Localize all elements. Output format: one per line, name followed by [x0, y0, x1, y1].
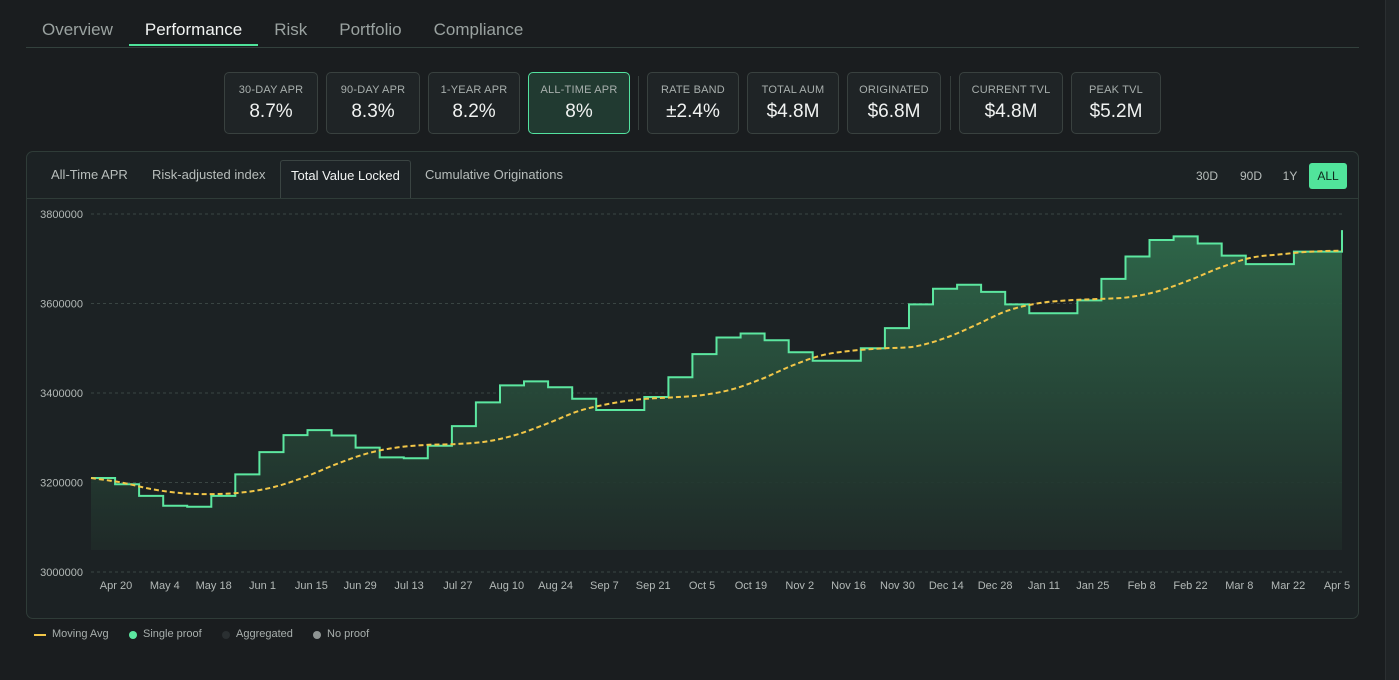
moving-avg-swatch — [34, 634, 46, 636]
x-tick-label: May 4 — [150, 580, 180, 592]
x-tick-label: Aug 10 — [489, 580, 524, 592]
x-tick-label: Nov 30 — [880, 580, 915, 592]
stat-card-total-aum[interactable]: TOTAL AUM $4.8M — [747, 72, 839, 134]
x-tick-label: Nov 2 — [785, 580, 814, 592]
stat-card-90day-apr[interactable]: 90-DAY APR 8.3% — [326, 72, 420, 134]
stat-card-rate-band[interactable]: RATE BAND ±2.4% — [647, 72, 739, 134]
stat-card-alltime-apr[interactable]: ALL-TIME APR 8% — [528, 72, 630, 134]
legend-label: Moving Avg — [52, 628, 109, 640]
main-tabs: Overview Performance Risk Portfolio Comp… — [26, 0, 1359, 48]
chart-tabs: All-Time APR Risk-adjusted index Total V… — [27, 152, 1358, 199]
x-tick-label: May 18 — [196, 580, 232, 592]
stat-value: ±2.4% — [666, 101, 720, 122]
stat-label: CURRENT TVL — [971, 84, 1051, 96]
range-90d-button[interactable]: 90D — [1239, 169, 1262, 183]
tvl-chart: 3000000 3200000 3400000 3600000 3800000 Apr … — [40, 209, 1350, 592]
stat-card-1year-apr[interactable]: 1-YEAR APR 8.2% — [428, 72, 520, 134]
chart-panel: All-Time APR Risk-adjusted index Total V… — [26, 151, 1359, 619]
x-tick-label: Sep 7 — [590, 580, 619, 592]
single-proof-step-line — [91, 230, 1343, 508]
aggregated-dot-icon — [222, 631, 230, 639]
stat-value: $4.8M — [766, 101, 820, 122]
stat-value: 8.7% — [249, 101, 293, 122]
x-tick-label: Jan 25 — [1076, 580, 1109, 592]
x-tick-label: Jul 13 — [394, 580, 423, 592]
stat-card-30day-apr[interactable]: 30-DAY APR 8.7% — [224, 72, 318, 134]
stat-value: 8% — [565, 101, 593, 122]
page-scrollbar[interactable] — [1385, 0, 1399, 680]
stat-card-current-tvl[interactable]: CURRENT TVL $4.8M — [959, 72, 1063, 134]
x-tick-label: Feb 8 — [1128, 580, 1156, 592]
stat-label: TOTAL AUM — [761, 84, 825, 96]
x-tick-label: Mar 22 — [1271, 580, 1305, 592]
stat-value: 8.2% — [452, 101, 496, 122]
y-tick-label: 3800000 — [40, 209, 83, 221]
range-30d-button[interactable]: 30D — [1195, 169, 1218, 183]
stat-label: ORIGINATED — [859, 84, 929, 96]
x-tick-label: Jun 15 — [295, 580, 328, 592]
chart-tab-alltime-apr[interactable]: All-Time APR — [51, 167, 128, 182]
legend-label: Single proof — [143, 628, 202, 640]
x-tick-label: Apr 20 — [100, 580, 132, 592]
x-tick-label: Dec 28 — [978, 580, 1013, 592]
no-proof-dot-icon — [313, 631, 321, 639]
x-tick-label: Aug 24 — [538, 580, 573, 592]
stat-label: 1-YEAR APR — [440, 84, 508, 96]
x-tick-label: Dec 14 — [929, 580, 964, 592]
moving-avg-line — [90, 249, 1343, 496]
chart-tab-risk-adjusted-index[interactable]: Risk-adjusted index — [152, 167, 266, 182]
stat-value: $6.8M — [867, 101, 921, 122]
tvl-area — [91, 230, 1342, 550]
chart-tab-cumulative-originations[interactable]: Cumulative Originations — [425, 167, 564, 182]
x-tick-label: Jan 11 — [1028, 580, 1060, 592]
x-tick-label: Sep 21 — [636, 580, 671, 592]
x-tick-label: Apr 5 — [1324, 580, 1350, 592]
stat-label: 30-DAY APR — [238, 84, 304, 96]
stat-card-peak-tvl[interactable]: PEAK TVL $5.2M — [1071, 72, 1161, 134]
tab-portfolio[interactable]: Portfolio — [339, 20, 402, 39]
x-tick-label: Mar 8 — [1225, 580, 1253, 592]
stat-label: 90-DAY APR — [340, 84, 406, 96]
tab-overview[interactable]: Overview — [42, 20, 113, 39]
x-tick-label: Oct 19 — [735, 580, 767, 592]
y-tick-label: 3600000 — [40, 299, 83, 311]
plot-area — [90, 230, 1343, 550]
stat-divider — [638, 76, 639, 130]
stat-label: PEAK TVL — [1089, 84, 1143, 96]
stat-divider — [950, 76, 951, 130]
x-tick-label: Jun 1 — [249, 580, 276, 592]
x-tick-label: Jul 27 — [443, 580, 472, 592]
range-1y-button[interactable]: 1Y — [1282, 169, 1298, 183]
single-proof-dot-icon — [129, 631, 137, 639]
stat-value: 8.3% — [351, 101, 395, 122]
y-axis: 3000000 3200000 3400000 3600000 3800000 — [40, 209, 83, 579]
tab-compliance[interactable]: Compliance — [433, 20, 524, 39]
stat-value: $4.8M — [984, 101, 1038, 122]
stat-label: ALL-TIME APR — [540, 84, 618, 96]
stat-card-originated[interactable]: ORIGINATED $6.8M — [847, 72, 941, 134]
legend-label: No proof — [327, 628, 370, 640]
y-tick-label: 3200000 — [40, 478, 83, 490]
tab-risk[interactable]: Risk — [274, 20, 308, 39]
stat-value: $5.2M — [1089, 101, 1143, 122]
y-tick-label: 3000000 — [40, 567, 83, 579]
tab-performance[interactable]: Performance — [128, 0, 259, 46]
x-tick-label: Nov 16 — [831, 580, 866, 592]
legend-label: Aggregated — [236, 628, 293, 640]
x-axis: Apr 20 May 4 May 18 Jun 1 Jun 15 Jun 29 Jul 13… — [100, 580, 1350, 592]
range-all-button[interactable]: ALL — [1309, 163, 1347, 189]
x-tick-label: Feb 22 — [1173, 580, 1207, 592]
chart-tab-total-value-locked[interactable]: Total Value Locked — [280, 160, 411, 198]
x-tick-label: Oct 5 — [689, 580, 715, 592]
y-tick-label: 3400000 — [40, 388, 83, 400]
x-tick-label: Jun 29 — [344, 580, 377, 592]
stat-label: RATE BAND — [661, 84, 725, 96]
